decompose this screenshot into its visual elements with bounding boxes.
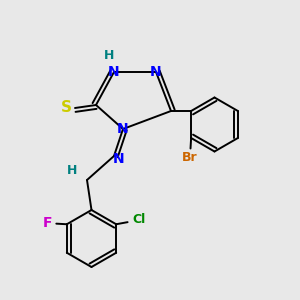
Text: N: N	[113, 152, 124, 166]
Text: F: F	[43, 216, 52, 230]
Text: H: H	[104, 49, 115, 62]
Text: N: N	[150, 65, 162, 79]
Text: Br: Br	[182, 151, 197, 164]
Text: N: N	[108, 65, 120, 79]
Text: H: H	[67, 164, 77, 178]
Text: S: S	[61, 100, 71, 116]
Text: N: N	[117, 122, 129, 136]
Text: Cl: Cl	[132, 213, 145, 226]
